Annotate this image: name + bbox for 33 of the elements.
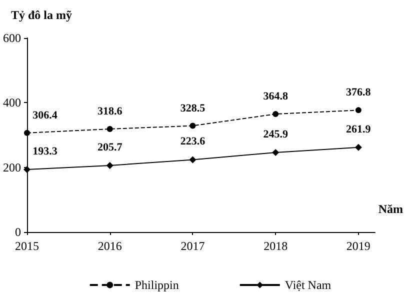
y-tick-label: 200 — [3, 160, 21, 174]
point — [189, 156, 196, 164]
data-label: 261.9 — [346, 123, 372, 136]
data-label: 364.8 — [263, 90, 288, 103]
point — [355, 107, 362, 114]
y-tick-label: 600 — [3, 31, 21, 45]
point — [24, 166, 30, 173]
y-tick-label: 0 — [15, 225, 21, 239]
point — [24, 130, 30, 136]
x-tick-label: 2017 — [180, 239, 205, 253]
point — [354, 144, 362, 151]
data-label: 205.7 — [97, 141, 123, 154]
x-tick-label: 2019 — [346, 239, 370, 253]
data-label: 306.4 — [32, 109, 58, 122]
x-tick-label: 2018 — [264, 239, 288, 253]
data-label: 318.6 — [97, 105, 123, 118]
data-label: 328.5 — [180, 102, 206, 114]
data-label: 376.8 — [346, 86, 372, 99]
data-label: 223.6 — [180, 136, 206, 148]
point — [106, 126, 113, 132]
x-tick-label: 2015 — [15, 239, 39, 253]
y-tick-label: 400 — [3, 96, 21, 110]
point — [272, 148, 280, 156]
data-label: 245.9 — [263, 128, 288, 140]
x-tick-label: 2016 — [98, 239, 122, 253]
legend-label: Việt Nam — [284, 278, 332, 292]
point — [190, 122, 196, 129]
point — [272, 111, 279, 118]
legend-label: Philippin — [134, 278, 179, 292]
y-axis-title: Tỷ đô la mỹ — [11, 8, 72, 22]
point — [106, 162, 114, 169]
data-label: 193.3 — [32, 146, 58, 158]
x-axis-title: Năm — [378, 202, 404, 216]
